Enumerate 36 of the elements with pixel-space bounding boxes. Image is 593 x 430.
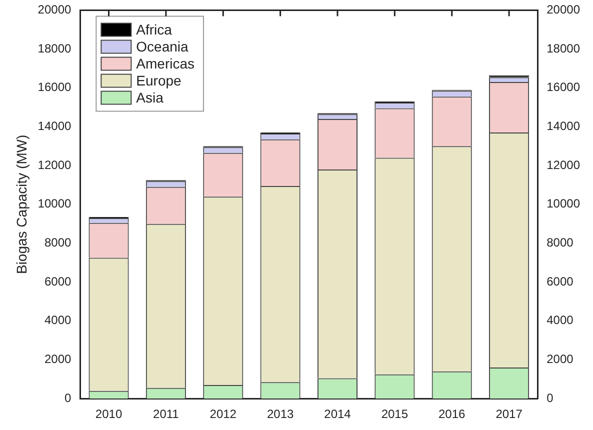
y2-tick-label: 4000 xyxy=(546,313,574,328)
x-tick-label: 2016 xyxy=(438,407,466,422)
y2-tick-label: 12000 xyxy=(546,158,580,172)
x-tick-label: 2017 xyxy=(496,407,523,422)
x-tick-label: 2015 xyxy=(381,407,408,422)
legend-label: Asia xyxy=(136,90,164,106)
x-tick-label: 2013 xyxy=(266,407,294,422)
y2-tick-label: 16000 xyxy=(546,80,580,94)
y-axis-title: Biogas Capacity (MW) xyxy=(13,134,30,274)
y2-tick-label: 20000 xyxy=(546,2,580,17)
y-tick-label: 14000 xyxy=(38,119,72,134)
x-tick-label: 2012 xyxy=(210,407,237,422)
y-tick-label: 4000 xyxy=(44,313,72,328)
x-tick-label: 2011 xyxy=(153,407,180,422)
legend-label: Oceania xyxy=(136,38,189,55)
y-tick-label: 2000 xyxy=(44,352,72,366)
y-tick-label: 12000 xyxy=(38,158,72,172)
y-tick-label: 6000 xyxy=(44,274,72,288)
y-tick-label: 20000 xyxy=(38,2,72,17)
legend-label: Europe xyxy=(136,72,182,89)
y2-tick-label: 14000 xyxy=(546,119,580,134)
y2-tick-label: 8000 xyxy=(546,236,574,250)
y2-tick-label: 2000 xyxy=(546,352,574,366)
legend-label: Americas xyxy=(136,56,195,72)
x-tick-label: 2010 xyxy=(95,407,122,422)
y2-tick-label: 0 xyxy=(546,390,554,405)
legend-label: Africa xyxy=(136,22,172,38)
y-tick-label: 16000 xyxy=(38,80,72,94)
y2-tick-label: 18000 xyxy=(546,41,580,56)
y-tick-label: 0 xyxy=(64,390,72,405)
y-tick-label: 10000 xyxy=(38,196,72,211)
y2-tick-label: 6000 xyxy=(546,274,574,288)
x-tick-label: 2014 xyxy=(324,407,352,422)
y-tick-label: 8000 xyxy=(44,236,72,250)
y2-tick-label: 10000 xyxy=(546,196,580,211)
y-tick-label: 18000 xyxy=(38,41,72,56)
